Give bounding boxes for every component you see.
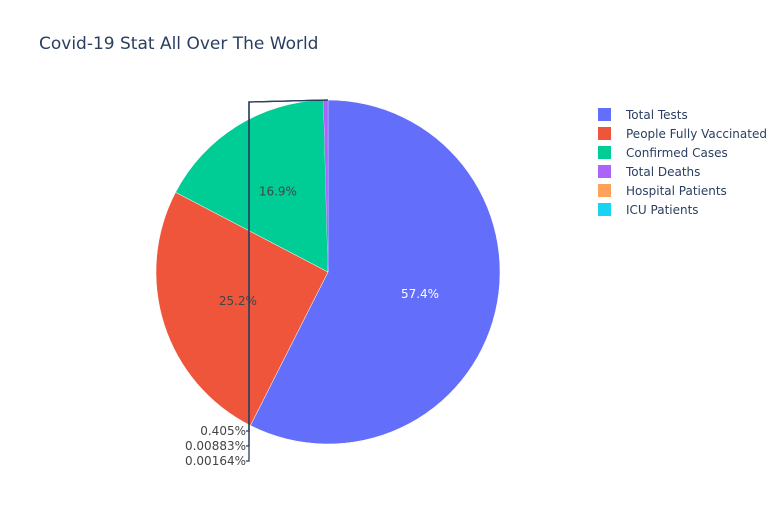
pie-label-confirmed-cases: 16.9% bbox=[259, 185, 297, 199]
legend-swatch bbox=[598, 165, 611, 178]
legend-swatch bbox=[598, 108, 611, 121]
pie-slice-total-tests[interactable] bbox=[250, 99, 501, 445]
legend-item-hospital-patients[interactable]: Hospital Patients bbox=[598, 181, 767, 200]
legend-label: Total Tests bbox=[626, 107, 688, 122]
pie-label-hospital-patients: 0.00883% bbox=[185, 439, 246, 453]
pie-label-total-deaths: 0.405% bbox=[200, 424, 246, 438]
legend-swatch bbox=[598, 127, 611, 140]
legend-item-people-fully-vaccinated[interactable]: People Fully Vaccinated bbox=[598, 124, 767, 143]
legend: Total Tests People Fully Vaccinated Confir… bbox=[598, 105, 767, 219]
pie-slice-people-fully-vaccinated[interactable] bbox=[155, 191, 329, 426]
legend-label: Total Deaths bbox=[626, 164, 701, 179]
pie-slices bbox=[155, 99, 501, 445]
legend-swatch bbox=[598, 184, 611, 197]
legend-item-confirmed-cases[interactable]: Confirmed Cases bbox=[598, 143, 767, 162]
pie-label-icu-patients: 0.00164% bbox=[185, 454, 246, 468]
legend-swatch bbox=[598, 203, 611, 216]
legend-swatch bbox=[598, 146, 611, 159]
legend-label: People Fully Vaccinated bbox=[626, 126, 767, 141]
pie-leader-line-icu-patients bbox=[246, 99, 329, 462]
legend-item-total-deaths[interactable]: Total Deaths bbox=[598, 162, 767, 181]
legend-label: Confirmed Cases bbox=[626, 145, 728, 160]
legend-label: Hospital Patients bbox=[626, 183, 727, 198]
pie-slice-total-deaths[interactable] bbox=[323, 100, 328, 272]
legend-item-icu-patients[interactable]: ICU Patients bbox=[598, 200, 767, 219]
legend-item-total-tests[interactable]: Total Tests bbox=[598, 105, 767, 124]
pie-label-people-fully-vaccinated: 25.2% bbox=[219, 294, 257, 308]
pie-labels: 57.4% 25.2% 16.9% 0.405%0.00883%0.00164% bbox=[185, 99, 439, 468]
pie-label-total-tests: 57.4% bbox=[401, 287, 439, 301]
pie-slice-confirmed-cases[interactable] bbox=[175, 99, 329, 273]
legend-label: ICU Patients bbox=[626, 202, 699, 217]
chart-title: Covid-19 Stat All Over The World bbox=[39, 34, 319, 54]
